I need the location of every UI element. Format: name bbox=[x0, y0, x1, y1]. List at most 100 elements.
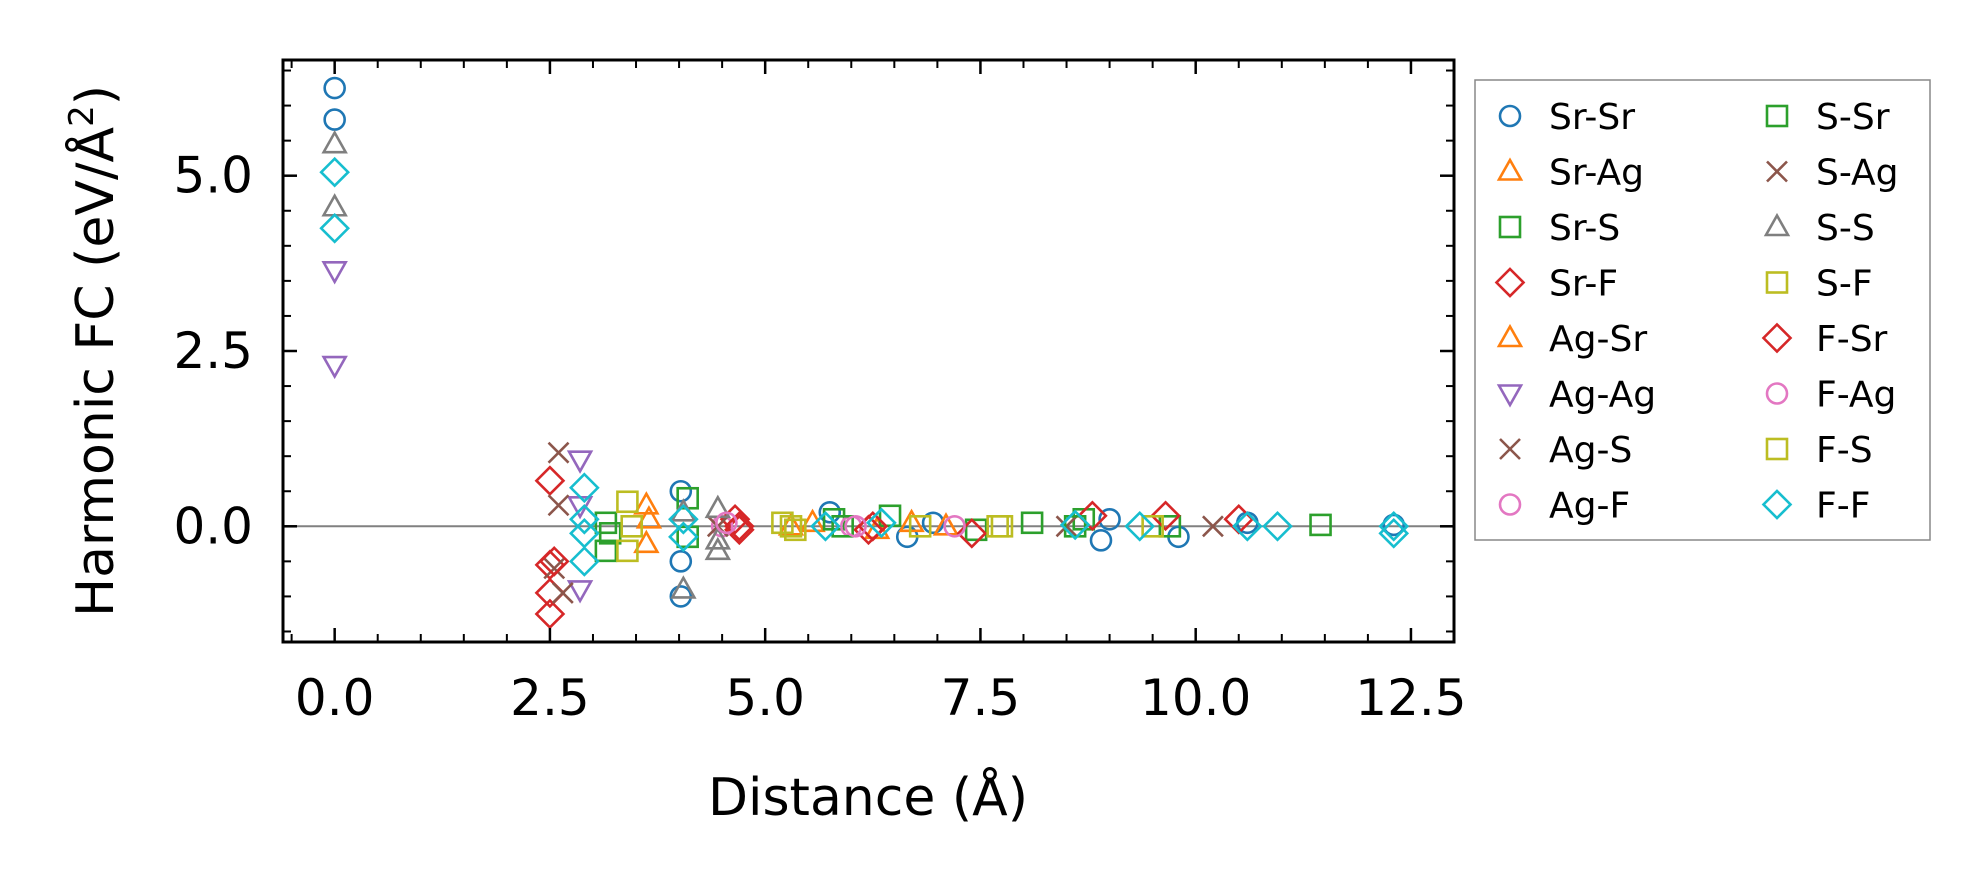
legend-label-sr-f: Sr-F bbox=[1549, 264, 1618, 305]
point-s-f-4 bbox=[908, 515, 932, 538]
legend-marker-f-ag bbox=[1765, 382, 1789, 405]
legend-entry-s-ag: S-Ag bbox=[1766, 153, 1899, 194]
point-sr-f-7 bbox=[956, 517, 988, 549]
point-s-f-3 bbox=[784, 518, 807, 542]
point-f-f-9 bbox=[866, 507, 897, 539]
point-ag-s-4 bbox=[1201, 515, 1224, 538]
point-f-f-6 bbox=[668, 503, 699, 535]
legend-marker-f-sr bbox=[1761, 322, 1793, 354]
x-tick-label-3: 7.5 bbox=[941, 669, 1021, 727]
x-tick-label-5: 12.5 bbox=[1355, 669, 1466, 727]
point-sr-sr-8 bbox=[1089, 529, 1113, 552]
legend-marker-ag-f bbox=[1498, 493, 1522, 516]
point-s-s-2 bbox=[670, 498, 697, 522]
legend-marker-s-s bbox=[1763, 212, 1791, 237]
legend-entry-sr-s: Sr-S bbox=[1498, 208, 1620, 249]
axis-ticks-layer bbox=[283, 60, 1455, 642]
legend-entry-f-sr: F-Sr bbox=[1761, 319, 1888, 360]
y-axis-label-close: ) bbox=[66, 85, 126, 105]
point-f-f-3 bbox=[569, 503, 600, 535]
y-tick-label-2: 5.0 bbox=[173, 147, 253, 205]
point-f-ag-0 bbox=[715, 511, 738, 535]
point-sr-f-5 bbox=[724, 514, 755, 546]
point-sr-sr-7 bbox=[921, 511, 945, 535]
legend-label-s-f: S-F bbox=[1816, 264, 1873, 305]
point-f-f-13 bbox=[1262, 510, 1293, 542]
point-sr-f-4 bbox=[719, 503, 751, 535]
point-sr-f-8 bbox=[1077, 500, 1108, 532]
point-sr-ag-4 bbox=[932, 512, 960, 536]
y-axis-label-superscript: 2 bbox=[62, 105, 102, 127]
legend-label-ag-ag: Ag-Ag bbox=[1549, 375, 1656, 416]
point-f-f-7 bbox=[668, 521, 699, 553]
legend-label-sr-s: Sr-S bbox=[1549, 208, 1620, 249]
legend-label-sr-ag: Sr-Ag bbox=[1549, 153, 1644, 194]
point-f-ag-1 bbox=[844, 515, 867, 538]
legend-entry-ag-sr: Ag-Sr bbox=[1496, 319, 1647, 360]
point-sr-s-1 bbox=[594, 539, 618, 563]
point-f-sr-1 bbox=[724, 510, 755, 542]
point-sr-f-0 bbox=[534, 465, 566, 497]
point-ag-s-1 bbox=[547, 494, 570, 517]
point-sr-sr-9 bbox=[1098, 507, 1121, 531]
point-ag-s-3 bbox=[1055, 515, 1078, 538]
point-s-sr-1 bbox=[831, 515, 854, 538]
legend-entry-f-s: F-S bbox=[1765, 430, 1873, 471]
legend-label-f-f: F-F bbox=[1816, 486, 1870, 527]
point-f-s-0 bbox=[620, 515, 644, 538]
point-s-s-3 bbox=[670, 575, 697, 599]
y-tick-label-0: 0.0 bbox=[173, 497, 253, 555]
point-f-f-12 bbox=[1232, 510, 1263, 542]
point-sr-ag-1 bbox=[633, 529, 660, 554]
tick-labels-layer: 0.0 2.5 5.0 7.5 10.0 12.5 0.0 2.5 5.0 bbox=[173, 147, 1466, 727]
point-ag-ag-4 bbox=[566, 580, 594, 604]
legend-entry-ag-s: Ag-S bbox=[1499, 430, 1632, 471]
legend-label-sr-sr: Sr-Sr bbox=[1549, 97, 1635, 138]
legend-items: Sr-Sr Sr-Ag Sr-S Sr-F Ag-Sr Ag-Ag Ag-S Ag-F S-Sr… bbox=[1494, 97, 1899, 527]
point-sr-f-9 bbox=[1150, 500, 1181, 532]
legend-marker-sr-sr bbox=[1498, 104, 1522, 128]
legend-entry-ag-ag: Ag-Ag bbox=[1496, 375, 1656, 416]
point-sr-s-6 bbox=[964, 518, 988, 542]
point-sr-s-9 bbox=[1158, 515, 1182, 538]
point-f-f-5 bbox=[569, 546, 600, 577]
point-f-f-11 bbox=[1124, 510, 1156, 542]
point-f-f-0 bbox=[319, 156, 351, 188]
legend-label-f-ag: F-Ag bbox=[1816, 375, 1896, 416]
legend-label-f-sr: F-Sr bbox=[1816, 319, 1888, 360]
point-s-s-0 bbox=[321, 129, 348, 154]
legend-marker-ag-s bbox=[1499, 438, 1521, 460]
legend-entry-sr-f: Sr-F bbox=[1494, 264, 1618, 305]
point-s-s-1 bbox=[321, 193, 348, 217]
point-s-sr-0 bbox=[598, 522, 622, 545]
legend-entry-ag-f: Ag-F bbox=[1498, 486, 1630, 527]
point-ag-sr-0 bbox=[635, 505, 663, 529]
point-s-f-1 bbox=[616, 539, 639, 563]
plot-frame bbox=[281, 58, 1456, 644]
x-tick-label-1: 2.5 bbox=[510, 669, 590, 727]
legend-entry-s-s: S-S bbox=[1763, 208, 1875, 249]
point-sr-sr-5 bbox=[818, 500, 842, 524]
legend-label-ag-sr: Ag-Sr bbox=[1549, 319, 1647, 360]
legend: Sr-Sr Sr-Ag Sr-S Sr-F Ag-Sr Ag-Ag Ag-S Ag-F S-Sr… bbox=[1474, 79, 1931, 541]
point-sr-sr-2 bbox=[669, 479, 693, 503]
point-f-f-2 bbox=[569, 472, 600, 504]
legend-frame bbox=[1474, 79, 1931, 541]
point-s-sr-2 bbox=[1063, 515, 1087, 538]
point-f-f-8 bbox=[810, 510, 841, 542]
point-sr-s-10 bbox=[1309, 513, 1332, 537]
x-tick-label-0: 0.0 bbox=[295, 669, 375, 727]
point-s-s-6 bbox=[704, 536, 732, 561]
point-ag-ag-0 bbox=[321, 261, 348, 285]
point-f-f-14 bbox=[1378, 510, 1410, 542]
point-sr-sr-0 bbox=[323, 76, 346, 100]
point-f-f-1 bbox=[319, 212, 351, 244]
point-ag-s-0 bbox=[547, 441, 570, 464]
point-sr-sr-3 bbox=[669, 550, 693, 573]
legend-entry-s-sr: S-Sr bbox=[1765, 97, 1890, 138]
legend-label-s-ag: S-Ag bbox=[1816, 153, 1899, 194]
legend-label-s-sr: S-Sr bbox=[1816, 97, 1890, 138]
legend-marker-ag-ag bbox=[1496, 384, 1524, 408]
